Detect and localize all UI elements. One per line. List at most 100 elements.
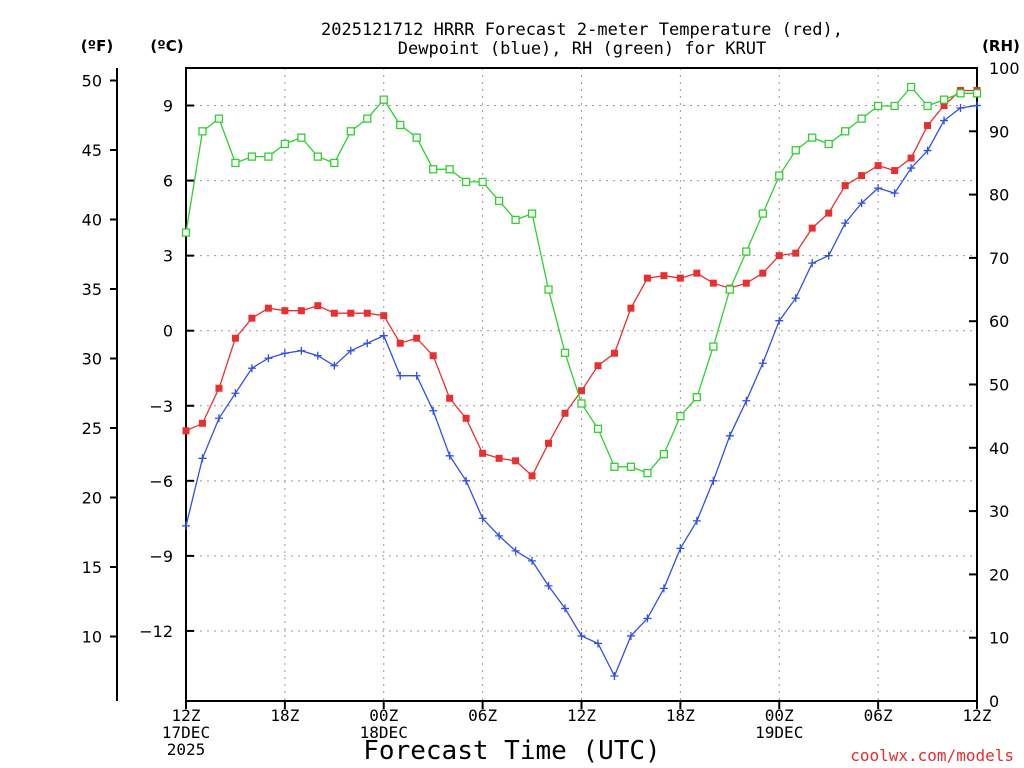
2-meter-temperature-point <box>363 309 371 317</box>
rh-point <box>923 101 932 111</box>
dewpoint-point <box>198 454 207 463</box>
2-meter-temperature-point <box>660 272 668 280</box>
fahrenheit-tick-label: 10 <box>82 628 102 647</box>
rh-point <box>247 152 257 161</box>
rh-point <box>527 209 537 218</box>
rh-point <box>857 114 866 123</box>
celsius-tick-label: −12 <box>139 622 173 641</box>
rh-line <box>185 86 977 474</box>
rh-point <box>445 165 454 174</box>
x-tick-label: 00Z <box>765 706 794 725</box>
dewpoint-point <box>890 189 899 198</box>
rh-point <box>692 393 702 402</box>
dewpoint-point <box>544 581 553 590</box>
2-meter-temperature-point <box>264 304 272 312</box>
2-meter-temperature-point <box>907 154 915 162</box>
dewpoint-point <box>841 219 850 228</box>
x-tick-label: 06Z <box>864 706 893 725</box>
dewpoint-point <box>577 631 586 640</box>
rh-point <box>313 152 322 161</box>
2-meter-temperature-point <box>446 394 454 402</box>
fahrenheit-tick-label: 50 <box>82 72 102 91</box>
2-meter-temperature-point <box>643 274 651 282</box>
rh-point <box>181 228 191 237</box>
dewpoint-point <box>182 521 190 530</box>
rh-point <box>939 95 949 104</box>
dewpoint-point <box>973 101 981 110</box>
rh-point <box>560 348 570 358</box>
x-tick-label: 00Z <box>369 706 398 725</box>
rh-point <box>214 114 224 123</box>
rh-point <box>280 139 290 149</box>
fahrenheit-tick-label: 35 <box>82 280 102 299</box>
rh-point <box>906 82 916 92</box>
2-meter-temperature-point <box>545 439 553 447</box>
celsius-unit-label: (ºC) <box>150 37 183 55</box>
2-meter-temperature-point <box>561 409 569 417</box>
dewpoint-point <box>247 364 256 373</box>
2-meter-temperature-point <box>198 419 206 427</box>
rh-tick-label: 30 <box>989 502 1009 521</box>
dewpoint-point <box>940 116 949 125</box>
2-meter-temperature-point <box>825 209 833 217</box>
dewpoint-point <box>528 556 537 565</box>
x-tick-label: 12Z <box>567 706 596 725</box>
rh-point <box>494 196 504 206</box>
rh-point <box>346 127 355 136</box>
celsius-tick-label: −6 <box>149 472 173 491</box>
dewpoint-point <box>478 514 487 523</box>
rh-point <box>841 127 850 136</box>
rh-point <box>972 89 982 98</box>
dewpoint-point <box>379 331 388 340</box>
x-tick-label: 12Z <box>963 706 992 725</box>
gridlines <box>186 68 977 701</box>
rh-tick-label: 60 <box>989 312 1009 331</box>
dewpoint-point <box>907 164 916 173</box>
dewpoint-point <box>462 476 471 485</box>
dewpoint-point <box>791 294 800 303</box>
rh-point <box>610 462 619 471</box>
2-meter-temperature-point <box>314 302 322 310</box>
2-meter-temperature-point <box>841 182 849 190</box>
celsius-tick-label: −3 <box>149 397 173 416</box>
dewpoint-point <box>857 199 866 208</box>
rh-tick-label: 40 <box>989 439 1009 458</box>
rh-point <box>461 177 471 187</box>
rh-point <box>198 127 207 136</box>
rh-point <box>412 133 421 142</box>
2-meter-temperature-point <box>528 472 536 480</box>
rh-point <box>824 139 833 149</box>
fahrenheit-unit-label: (ºF) <box>81 37 113 55</box>
rh-point <box>264 152 273 161</box>
dewpoint-point <box>610 671 619 680</box>
dewpoint-point <box>412 371 421 380</box>
2-meter-temperature-point <box>330 309 338 317</box>
rh-tick-label: 10 <box>989 629 1009 648</box>
2-meter-temperature-point <box>347 309 355 317</box>
x-tick-label: 12Z <box>172 706 201 725</box>
rh-point <box>478 177 487 187</box>
2-meter-temperature-point <box>808 224 816 232</box>
rh-point <box>626 462 636 471</box>
2-meter-temperature-point <box>215 384 223 392</box>
2-meter-temperature-point <box>297 307 305 315</box>
celsius-tick-label: −9 <box>149 547 173 566</box>
dewpoint-point <box>824 251 833 260</box>
rh-point <box>742 247 751 256</box>
x-tick-label: 19DEC <box>755 723 803 742</box>
rh-point <box>396 120 405 130</box>
rh-point <box>725 285 734 294</box>
rh-point <box>297 133 306 142</box>
2-meter-temperature-point <box>578 387 585 395</box>
2-meter-temperature-point <box>924 122 932 130</box>
dewpoint-point <box>626 631 635 640</box>
2-meter-temperature-point <box>759 269 767 277</box>
dewpoint-point <box>758 359 767 368</box>
dewpoint-point <box>445 451 454 460</box>
x-tick-label: 18Z <box>270 706 299 725</box>
rh-point <box>709 342 718 351</box>
2-meter-temperature-point <box>396 339 404 347</box>
celsius-tick-label: 9 <box>163 97 173 116</box>
